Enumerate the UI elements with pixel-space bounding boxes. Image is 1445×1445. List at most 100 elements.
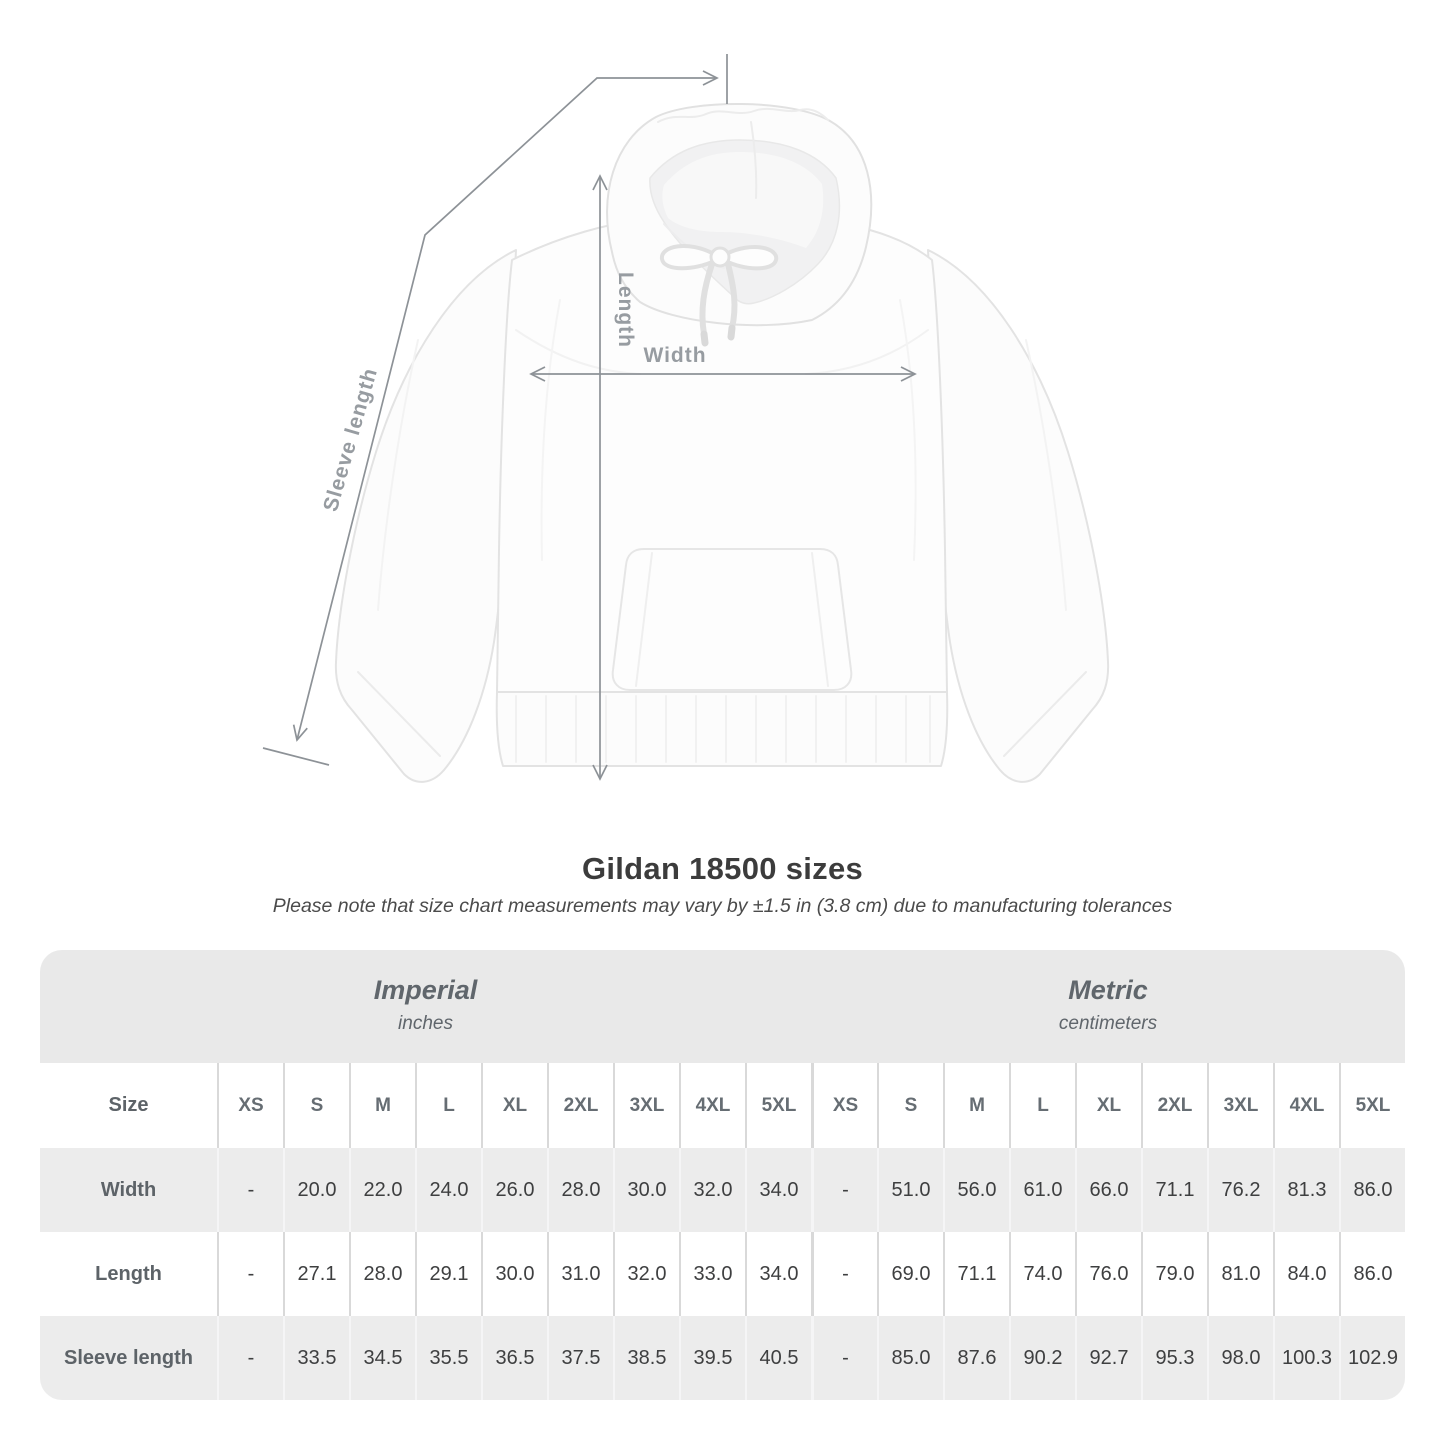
width-metric-4xl: 81.3: [1273, 1148, 1339, 1232]
sleeve-length-metric-2xl: 95.3: [1141, 1316, 1207, 1400]
width-imperial-xs: -: [217, 1148, 283, 1232]
imperial-unit: inches: [398, 1012, 453, 1034]
metric-title: Metric: [1068, 974, 1148, 1005]
metric-col-l: L: [1009, 1063, 1075, 1148]
metric-col-5xl: 5XL: [1339, 1063, 1405, 1148]
length-metric-l: 74.0: [1009, 1232, 1075, 1316]
width-metric-xl: 66.0: [1075, 1148, 1141, 1232]
metric-col-s: S: [877, 1063, 943, 1148]
width-metric-l: 61.0: [1009, 1148, 1075, 1232]
imperial-col-xl: XL: [481, 1063, 547, 1148]
sleeve-length-metric-l: 90.2: [1009, 1316, 1075, 1400]
length-metric-s: 69.0: [877, 1232, 943, 1316]
length-imperial-3xl: 32.0: [613, 1232, 679, 1316]
metric-col-3xl: 3XL: [1207, 1063, 1273, 1148]
sleeve-length-metric-s: 85.0: [877, 1316, 943, 1400]
sleeve-length-metric-xl: 92.7: [1075, 1316, 1141, 1400]
width-metric-xs: -: [811, 1148, 877, 1232]
tolerance-note: Please note that size chart measurements…: [272, 895, 1173, 917]
size-table: Imperial inches Metric centimeters Size X…: [40, 950, 1405, 1400]
row-label-width: Width: [100, 1178, 157, 1201]
length-metric-xs: -: [811, 1232, 877, 1316]
width-imperial-3xl: 30.0: [613, 1148, 679, 1232]
metric-col-xs: XS: [811, 1063, 877, 1148]
hoodie-waistband: [495, 691, 949, 767]
length-metric-2xl: 79.0: [1141, 1232, 1207, 1316]
sleeve-length-imperial-2xl: 37.5: [547, 1316, 613, 1400]
hoodie-measurement-diagram: Length Width Sleeve length: [262, 54, 1110, 783]
page-title: Gildan 18500 sizes: [581, 851, 864, 886]
length-imperial-5xl: 34.0: [745, 1232, 811, 1316]
imperial-group-header: Imperial inches: [40, 950, 811, 1063]
imperial-title: Imperial: [373, 974, 478, 1005]
length-imperial-4xl: 33.0: [679, 1232, 745, 1316]
sleeve-length-imperial-xs: -: [217, 1316, 283, 1400]
measure-row-length: Length -27.1 28.0 29.1 30.0 31.0 32.0 33.0 34.0-…: [40, 1232, 1405, 1316]
size-column-header: Size: [108, 1094, 149, 1116]
sleeve-length-imperial-m: 34.5: [349, 1316, 415, 1400]
width-imperial-l: 24.0: [415, 1148, 481, 1232]
imperial-col-l: L: [415, 1063, 481, 1148]
length-imperial-xs: -: [217, 1232, 283, 1316]
width-imperial-xl: 26.0: [481, 1148, 547, 1232]
width-metric-2xl: 71.1: [1141, 1148, 1207, 1232]
measure-row-width: Width -20.0 22.0 24.0 26.0 28.0 30.0 32.0 34.0-5…: [40, 1148, 1405, 1232]
imperial-col-2xl: 2XL: [547, 1063, 613, 1148]
length-imperial-xl: 30.0: [481, 1232, 547, 1316]
sleeve-length-imperial-l: 35.5: [415, 1316, 481, 1400]
hoodie-right-sleeve: [927, 249, 1110, 783]
width-imperial-5xl: 34.0: [745, 1148, 811, 1232]
metric-col-m: M: [943, 1063, 1009, 1148]
hoodie-pocket: [611, 548, 853, 691]
sleeve-length-imperial-4xl: 39.5: [679, 1316, 745, 1400]
imperial-col-5xl: 5XL: [745, 1063, 811, 1148]
width-metric-m: 56.0: [943, 1148, 1009, 1232]
imperial-col-3xl: 3XL: [613, 1063, 679, 1148]
length-imperial-s: 27.1: [283, 1232, 349, 1316]
row-label-length: Length: [95, 1262, 162, 1285]
hoodie-illustration: [334, 103, 1110, 783]
length-metric-xl: 76.0: [1075, 1232, 1141, 1316]
sleeve-length-metric-4xl: 100.3: [1273, 1316, 1339, 1400]
length-metric-3xl: 81.0: [1207, 1232, 1273, 1316]
sleeve-length-metric-5xl: 102.9: [1339, 1316, 1405, 1400]
sleeve-length-metric-m: 87.6: [943, 1316, 1009, 1400]
imperial-col-m: M: [349, 1063, 415, 1148]
unit-header-band: Imperial inches Metric centimeters: [40, 950, 1405, 1063]
imperial-col-4xl: 4XL: [679, 1063, 745, 1148]
sleeve-length-imperial-xl: 36.5: [481, 1316, 547, 1400]
sleeve-length-metric-xs: -: [811, 1316, 877, 1400]
length-imperial-l: 29.1: [415, 1232, 481, 1316]
metric-col-2xl: 2XL: [1141, 1063, 1207, 1148]
metric-unit: centimeters: [1058, 1012, 1158, 1034]
length-metric-5xl: 86.0: [1339, 1232, 1405, 1316]
size-table-grid: Size XS S M L XL 2XL 3XL 4XL 5XL XS S M L XL 2XL 3XL 4XL 5…: [40, 1063, 1405, 1400]
sleeve-length-metric-3xl: 98.0: [1207, 1316, 1273, 1400]
sleeve-length-imperial-s: 33.5: [283, 1316, 349, 1400]
width-imperial-4xl: 32.0: [679, 1148, 745, 1232]
metric-col-xl: XL: [1075, 1063, 1141, 1148]
metric-col-4xl: 4XL: [1273, 1063, 1339, 1148]
row-label-sleeve-length: Sleeve length: [64, 1346, 193, 1369]
hoodie-left-sleeve: [334, 249, 517, 783]
length-imperial-2xl: 31.0: [547, 1232, 613, 1316]
width-metric-s: 51.0: [877, 1148, 943, 1232]
width-imperial-2xl: 28.0: [547, 1148, 613, 1232]
metric-group-header: Metric centimeters: [811, 950, 1405, 1063]
width-metric-5xl: 86.0: [1339, 1148, 1405, 1232]
sleeve-length-imperial-5xl: 40.5: [745, 1316, 811, 1400]
width-imperial-m: 22.0: [349, 1148, 415, 1232]
size-header-row: Size XS S M L XL 2XL 3XL 4XL 5XL XS S M L XL 2XL 3XL 4XL 5…: [40, 1063, 1405, 1148]
length-metric-4xl: 84.0: [1273, 1232, 1339, 1316]
width-imperial-s: 20.0: [283, 1148, 349, 1232]
length-label: Length: [614, 272, 637, 348]
imperial-col-s: S: [283, 1063, 349, 1148]
width-label: Width: [643, 344, 706, 367]
dimension-annotations: [262, 54, 917, 781]
imperial-col-xs: XS: [217, 1063, 283, 1148]
width-metric-3xl: 76.2: [1207, 1148, 1273, 1232]
length-imperial-m: 28.0: [349, 1232, 415, 1316]
sleeve-length-imperial-3xl: 38.5: [613, 1316, 679, 1400]
measure-row-sleeve-length: Sleeve length -33.5 34.5 35.5 36.5 37.5 38.5 39…: [40, 1316, 1405, 1400]
